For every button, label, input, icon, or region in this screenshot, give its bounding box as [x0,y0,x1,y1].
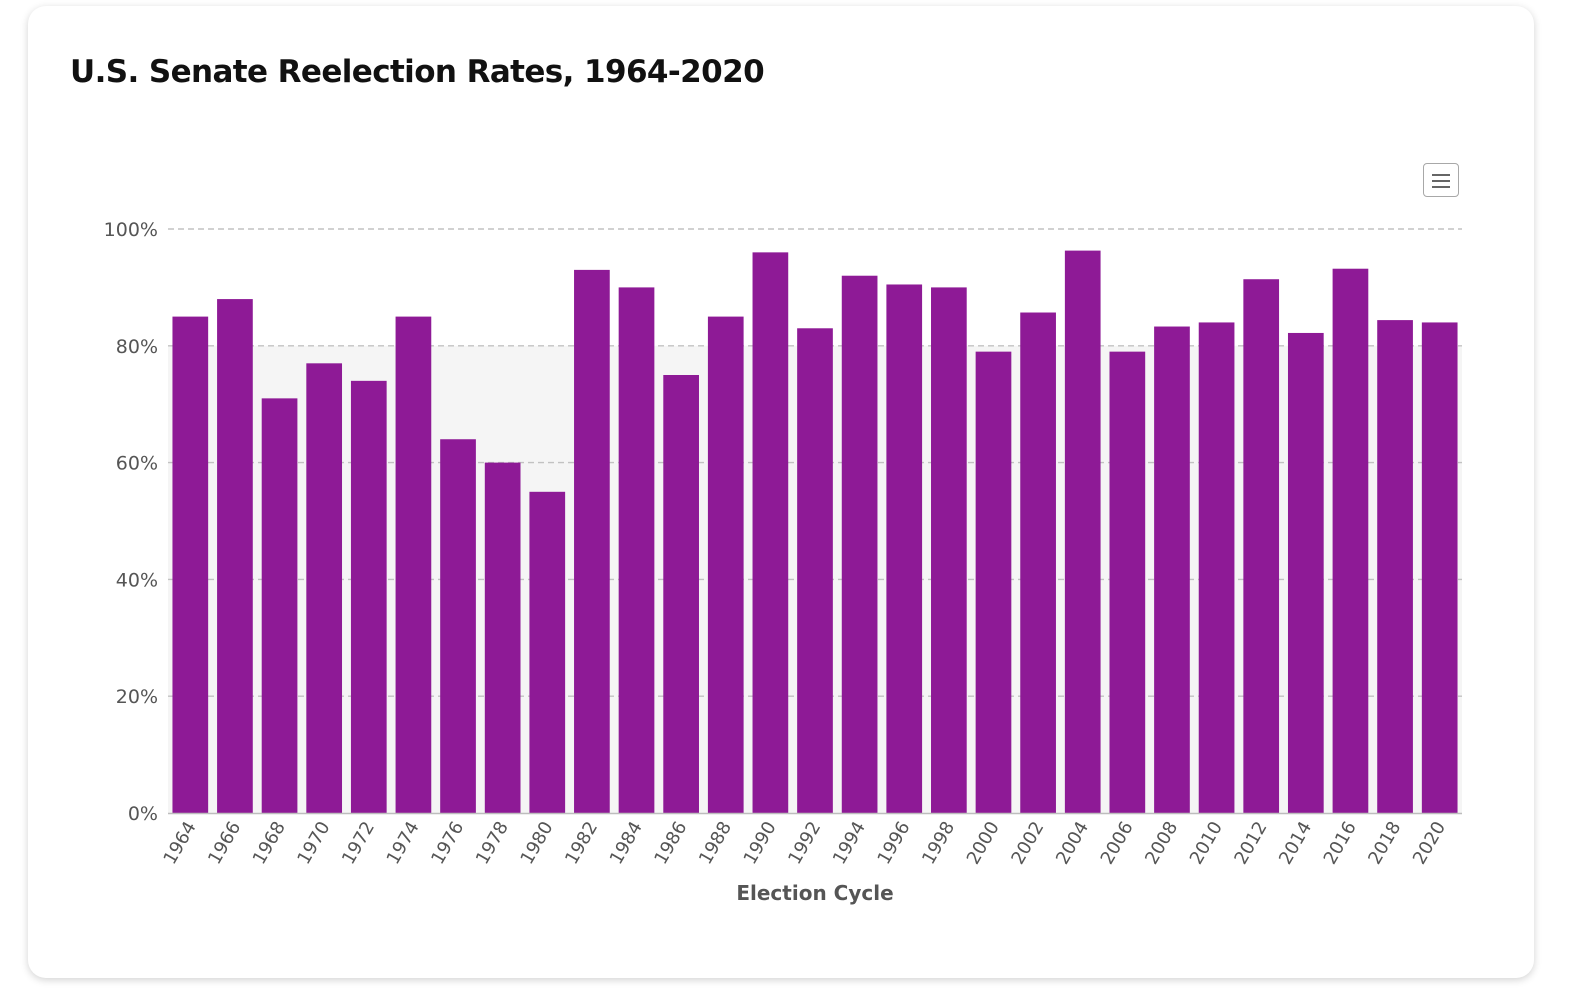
x-tick-label: 1992 [784,818,825,868]
hamburger-menu-icon[interactable] [1423,163,1459,197]
bar [172,316,209,813]
bar [217,299,253,814]
bar [886,284,923,814]
bar [975,351,1012,813]
x-tick-label: 1986 [650,818,691,868]
x-tick-label: 2012 [1230,818,1271,868]
bar [1064,250,1101,813]
y-tick-label: 80% [116,336,158,358]
bar [1198,322,1235,813]
y-tick-label: 0% [128,803,158,825]
bar [663,375,699,813]
bar [707,316,744,813]
x-tick-label: 1966 [204,818,245,868]
x-tick-label: 1980 [517,818,558,868]
x-tick-label: 1964 [160,818,201,868]
x-tick-label: 1968 [249,818,290,868]
x-tick-label: 1978 [472,818,513,868]
bar [395,316,432,813]
x-tick-label: 1998 [918,818,959,868]
bar [1332,268,1369,813]
bar [484,462,521,813]
x-tick-label: 1988 [695,818,736,868]
x-axis-title: Election Cycle [736,881,893,905]
x-tick-label: 1976 [427,818,468,868]
x-tick-label: 1990 [740,818,781,868]
x-tick-label: 2016 [1320,818,1361,868]
x-tick-label: 1996 [873,818,914,868]
y-tick-label: 40% [116,569,158,591]
bar [440,439,476,813]
x-tick-label: 2014 [1275,818,1316,868]
x-tick-label: 1984 [606,818,647,868]
bar [261,398,298,813]
x-tick-label: 2008 [1141,818,1182,868]
bar [931,287,967,813]
menu-line [1432,180,1450,182]
bar [1154,326,1190,813]
bar [574,269,610,813]
x-tick-label: 2002 [1007,818,1048,868]
x-tick-label: 1994 [829,818,870,868]
menu-line [1432,174,1450,176]
bar [752,252,789,814]
bar [1421,322,1458,813]
x-tick-label: 2010 [1186,818,1227,868]
x-tick-label: 1974 [383,818,424,868]
bar [529,491,566,813]
x-tick-label: 2004 [1052,818,1093,868]
bar [618,287,655,813]
x-tick-label: 1982 [561,818,602,868]
bar [1109,351,1146,813]
bar [1287,332,1324,813]
x-tick-label: 1972 [338,818,379,868]
bar [306,363,343,813]
x-tick-label: 2020 [1409,818,1450,868]
bar [1020,312,1056,813]
x-tick-label: 2000 [963,818,1004,868]
x-tick-label: 2006 [1097,818,1138,868]
x-tick-label: 1970 [293,818,334,868]
bar [1377,320,1413,813]
x-tick-label: 2018 [1364,818,1405,868]
bar [797,328,833,813]
bar [841,275,878,814]
chart-title: U.S. Senate Reelection Rates, 1964-2020 [70,54,765,90]
y-tick-label: 20% [116,686,158,708]
y-tick-label: 100% [104,219,158,241]
bar [350,380,387,813]
bar [1243,279,1280,813]
menu-line [1432,186,1450,188]
y-tick-label: 60% [116,453,158,475]
